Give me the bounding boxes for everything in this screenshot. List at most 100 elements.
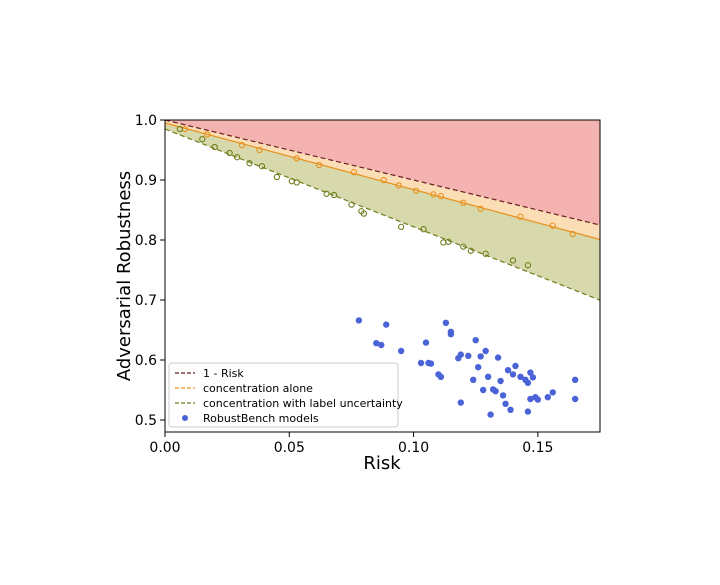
robustbench-point [494,354,502,361]
robustbench-point [571,376,579,383]
label-uncertainty-point [397,223,405,230]
label-uncertainty-point [360,210,368,217]
y-tick-label: 0.9 [135,173,157,189]
robustbench-point [517,373,524,380]
robustbench-point [470,376,477,383]
x-tick-label: 0.00 [149,440,180,456]
robustbench-point [457,351,464,358]
y-tick-label: 0.8 [135,233,157,249]
concentration-point [315,161,323,169]
label-uncertainty-point [420,226,427,233]
concentration-point [517,213,524,220]
label-uncertainty-point [176,125,184,133]
legend-label: 1 - Risk [203,367,244,380]
robustbench-point [527,395,534,403]
robustbench-point [437,373,445,380]
concentration-point [460,199,467,206]
concentration-point [380,176,387,184]
concentration-point [204,131,211,138]
shaded-regions [165,120,600,301]
robustbench-point [472,337,479,344]
label-uncertainty-point [509,257,517,264]
concentration-point [238,142,246,149]
robustbench-point [477,353,484,360]
concentration-point [430,191,437,198]
x-tick-label: 0.10 [398,440,429,456]
robustbench-point [509,371,517,378]
robustbench-point [479,386,487,394]
concentration-point [395,182,402,189]
line-3 [165,128,600,301]
legend-marker [182,415,188,421]
concentration-point [549,222,556,229]
y-tick-label: 1.0 [135,113,157,129]
x-tick-label: 0.15 [522,440,553,456]
y-axis-ticks: 0.5 0.6 0.7 0.8 0.9 1.0 [135,113,165,429]
robustbench-point [457,399,464,406]
legend-label: concentration alone [203,382,313,395]
concentration-point [569,230,576,238]
label-uncertainty-point [199,136,206,143]
robustbench-point [492,388,499,395]
robustbench-point [497,377,504,385]
robustbench-point [527,369,534,376]
label-uncertainty-point [330,191,338,199]
concentration-point [412,187,420,194]
label-uncertainty-point [348,201,355,208]
legend-box [168,362,399,428]
data-points [176,125,579,418]
robustbench-point [397,347,405,355]
x-axis-ticks: 0.00 0.05 0.10 0.15 [149,432,553,456]
robustbench-point [534,396,542,403]
robustbench-point [422,339,430,346]
robustbench-point [524,379,532,386]
x-axis-label: Risk [363,453,401,474]
concentration-point [293,155,300,162]
robustbench-point [524,408,532,415]
robustbench-point [465,352,472,359]
label-uncertainty-point [482,250,489,257]
robustbench-point [447,328,455,335]
robustbench-point [487,411,494,418]
legend-label: RobustBench models [203,412,319,425]
legend: 1 - Risk concentration alone concentration… [168,362,403,428]
robustbench-point [442,319,450,326]
label-uncertainty-point [524,262,532,269]
label-uncertainty-point [293,179,300,186]
x-tick-label: 0.05 [274,440,305,456]
line-2 [165,122,600,241]
line-1 [165,120,600,226]
region-2 [165,120,600,240]
legend-label: concentration with label uncertainty [203,397,403,410]
bound-lines [165,120,600,301]
label-uncertainty-point [323,190,330,197]
y-axis-label: Adversarial Robustness [114,171,135,381]
robustbench-point [544,394,551,401]
label-uncertainty-point [273,173,281,181]
label-uncertainty-point [233,154,241,161]
label-uncertainty-point [467,247,474,254]
y-tick-label: 0.6 [135,353,157,369]
robustbench-point [383,321,390,328]
robustbench-point [507,406,514,413]
concentration-point [256,146,263,154]
robustbench-point [571,395,579,403]
label-uncertainty-point [460,243,467,250]
concentration-point [437,193,445,200]
robustbench-point [512,362,519,370]
robustbench-point [475,364,482,371]
concentration-point [477,205,484,212]
plot-frame [164,119,601,433]
region-3 [165,123,600,301]
y-tick-label: 0.7 [135,293,157,309]
robustbench-point [499,392,507,399]
label-uncertainty-point [246,160,253,167]
robustbench-point [355,317,363,324]
robustbench-point [529,374,537,381]
robustbench-point [502,400,509,407]
robustbench-point [504,367,512,374]
robustbench-point [482,347,489,355]
label-uncertainty-point [226,149,233,157]
